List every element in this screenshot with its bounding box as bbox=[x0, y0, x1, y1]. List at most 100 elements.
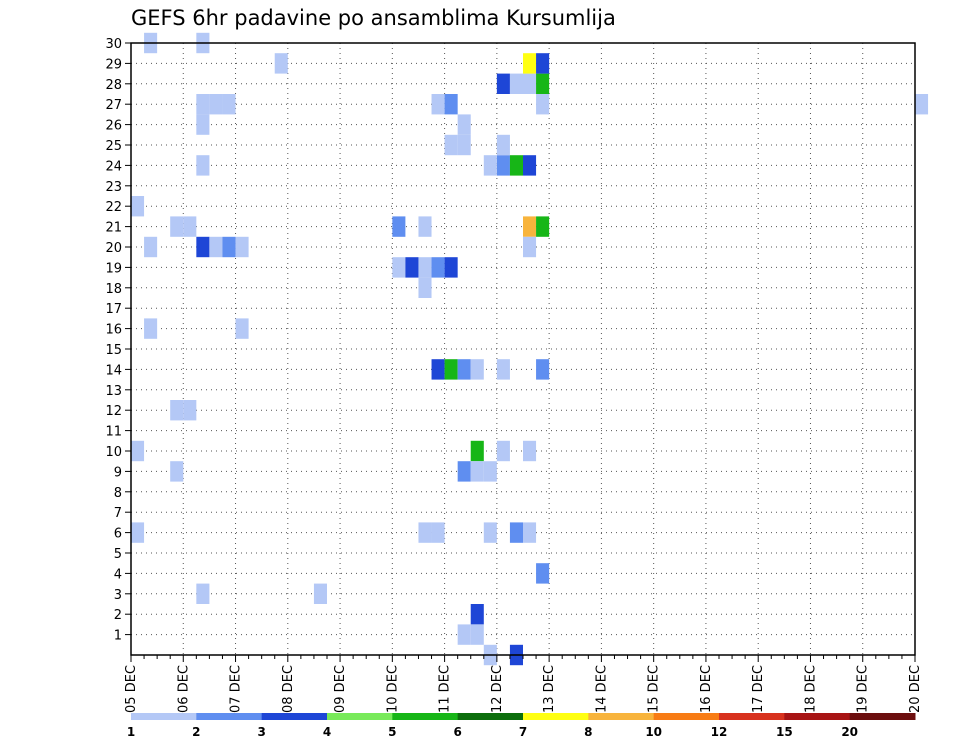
x-tick-label: 07 DEC bbox=[229, 665, 244, 713]
heatmap-cell bbox=[431, 359, 445, 380]
y-tick-label: 30 bbox=[105, 37, 122, 52]
colorbar-label: 2 bbox=[192, 725, 200, 739]
heatmap-cell bbox=[457, 359, 471, 380]
heatmap-cell bbox=[170, 400, 184, 421]
heatmap-cell bbox=[470, 604, 484, 625]
heatmap-cell bbox=[131, 196, 145, 217]
x-tick-label: 13 DEC bbox=[542, 665, 557, 713]
heatmap-cell bbox=[183, 216, 197, 237]
heatmap-cell bbox=[431, 257, 445, 278]
colorbar-label: 10 bbox=[645, 725, 662, 739]
heatmap-cell bbox=[313, 583, 327, 604]
y-tick-label: 2 bbox=[114, 608, 122, 623]
heatmap-cell bbox=[457, 114, 471, 135]
x-tick-label: 14 DEC bbox=[594, 665, 609, 713]
heatmap-cell bbox=[196, 236, 210, 258]
y-tick-label: 6 bbox=[114, 527, 122, 542]
x-tick-label: 16 DEC bbox=[699, 665, 714, 713]
y-tick-label: 17 bbox=[105, 302, 122, 317]
x-tick-label: 15 DEC bbox=[647, 665, 662, 713]
heatmap-cell bbox=[523, 73, 537, 94]
y-tick-label: 28 bbox=[105, 78, 122, 93]
y-tick-label: 4 bbox=[114, 567, 122, 582]
colorbar-label: 20 bbox=[841, 725, 858, 739]
y-tick-label: 3 bbox=[114, 588, 122, 603]
heatmap-cell bbox=[418, 522, 432, 543]
colorbar-label: 4 bbox=[323, 725, 331, 739]
heatmap-cell bbox=[523, 53, 537, 74]
y-tick-label: 15 bbox=[105, 343, 122, 358]
y-tick-label: 19 bbox=[105, 261, 122, 276]
y-tick-label: 14 bbox=[105, 363, 122, 378]
heatmap-cell bbox=[509, 522, 523, 543]
heatmap-cell bbox=[509, 73, 523, 94]
colorbar-label: 3 bbox=[257, 725, 265, 739]
y-tick-label: 16 bbox=[105, 323, 122, 338]
heatmap-cell bbox=[274, 53, 288, 74]
x-axis: 05 DEC 06 DEC 07 DEC 08 DEC 09 DEC 10 DEC 11 D… bbox=[124, 655, 923, 713]
grid bbox=[131, 43, 915, 655]
heatmap-cell bbox=[536, 94, 550, 115]
colorbar-label: 6 bbox=[453, 725, 461, 739]
colorbar-segment bbox=[196, 713, 263, 720]
x-tick-label: 17 DEC bbox=[751, 665, 766, 713]
x-tick-label: 12 DEC bbox=[490, 665, 505, 713]
heatmap-cell bbox=[170, 461, 184, 482]
heatmap-cell bbox=[235, 236, 249, 258]
heatmap-cell bbox=[470, 359, 484, 380]
x-tick-label: 05 DEC bbox=[124, 665, 139, 713]
colorbar-label: 7 bbox=[519, 725, 527, 739]
y-tick-label: 13 bbox=[105, 384, 122, 399]
heatmap-cell bbox=[523, 236, 537, 258]
x-tick-label: 19 DEC bbox=[856, 665, 871, 713]
x-tick-label: 11 DEC bbox=[438, 665, 453, 713]
heatmap-cell bbox=[470, 440, 484, 462]
plot-frame bbox=[130, 42, 916, 656]
heatmap-cells bbox=[131, 32, 929, 666]
heatmap-cell bbox=[457, 461, 471, 482]
colorbar-segment bbox=[523, 713, 589, 720]
heatmap-cell bbox=[444, 94, 458, 115]
colorbar-segment bbox=[392, 713, 459, 720]
heatmap-cell bbox=[523, 216, 537, 237]
heatmap-cell bbox=[392, 257, 406, 278]
y-tick-label: 1 bbox=[114, 629, 122, 644]
heatmap-cell bbox=[222, 236, 236, 258]
heatmap-cell bbox=[235, 318, 249, 339]
y-tick-label: 24 bbox=[105, 159, 122, 174]
heatmap-cell bbox=[209, 94, 223, 115]
heatmap-cell bbox=[483, 461, 497, 482]
heatmap-cell bbox=[144, 318, 158, 339]
heatmap-cell bbox=[196, 583, 210, 604]
colorbar: 1 2 3 4 5 6 7 8 10 12 15 20 bbox=[127, 713, 916, 739]
heatmap-cell bbox=[196, 94, 210, 115]
heatmap-cell bbox=[496, 440, 510, 462]
colorbar-segment bbox=[588, 713, 655, 720]
y-tick-label: 10 bbox=[105, 445, 122, 460]
y-tick-label: 18 bbox=[105, 282, 122, 297]
heatmap-cell bbox=[536, 216, 550, 237]
x-tick-label: 10 DEC bbox=[385, 665, 400, 713]
heatmap-cell bbox=[444, 257, 458, 278]
colorbar-segment bbox=[719, 713, 785, 720]
heatmap-cell bbox=[496, 73, 510, 94]
heatmap-cell bbox=[209, 236, 223, 258]
heatmap-cell bbox=[523, 522, 537, 543]
heatmap-cell bbox=[496, 359, 510, 380]
y-tick-label: 21 bbox=[105, 221, 122, 236]
heatmap-cell bbox=[509, 155, 523, 176]
colorbar-segment bbox=[457, 713, 524, 720]
heatmap-cell bbox=[222, 94, 236, 115]
y-tick-label: 12 bbox=[105, 404, 122, 419]
y-tick-label: 27 bbox=[105, 98, 122, 113]
y-tick-label: 9 bbox=[114, 465, 122, 480]
colorbar-label: 8 bbox=[584, 725, 592, 739]
colorbar-segment bbox=[784, 713, 851, 720]
x-tick-label: 09 DEC bbox=[333, 665, 348, 713]
x-tick-label: 08 DEC bbox=[281, 665, 296, 713]
colorbar-segment bbox=[849, 713, 916, 720]
y-axis: 1234567891011121314151617181920212223242… bbox=[105, 37, 131, 644]
heatmap-cell bbox=[183, 400, 197, 421]
y-tick-label: 25 bbox=[105, 139, 122, 154]
